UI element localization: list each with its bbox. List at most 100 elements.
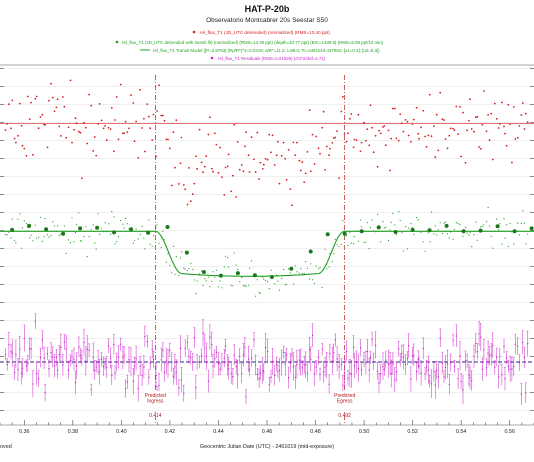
transit-fit-point (427, 232, 429, 234)
left-edge-label: oved (0, 444, 12, 450)
residual-point (411, 355, 414, 357)
ingress-label-box (144, 391, 167, 410)
transit-fit-point (120, 219, 122, 222)
detrended-point (392, 107, 394, 110)
transit-fit-point (143, 237, 145, 239)
residual-point (317, 356, 320, 359)
transit-fit-point (6, 234, 8, 236)
transit-fit-point (383, 227, 385, 229)
x-tick-label: 0.46 (262, 429, 273, 435)
residual-point (363, 359, 365, 361)
transit-fit-point (468, 234, 470, 236)
residual-point (441, 362, 444, 364)
residual-point (462, 389, 464, 391)
residual-point (394, 379, 396, 381)
transit-fit-point (525, 243, 527, 245)
detrended-point (123, 132, 125, 135)
transit-fit-point (235, 264, 237, 266)
detrended-point (490, 112, 493, 115)
left-edge-ticks (0, 68, 534, 411)
detrended-point (518, 125, 521, 127)
residual-point (284, 363, 286, 365)
transit-fit-point (141, 225, 143, 227)
ingress-annotation: Predicted Ingress 0.414 (144, 391, 167, 419)
detrended-point (460, 155, 462, 158)
detrended-point (128, 127, 130, 130)
detrended-point (244, 145, 246, 148)
transit-fit-point (67, 239, 70, 241)
transit-fit-point (301, 272, 303, 274)
transit-fit-point (228, 266, 230, 268)
residual-point (97, 361, 99, 364)
residual-point (39, 356, 42, 359)
residual-point (390, 373, 392, 375)
transit-fit-point (444, 221, 447, 223)
residual-point (211, 343, 213, 346)
residual-point (340, 363, 342, 366)
residual-point (310, 358, 312, 360)
transit-fit-point (101, 228, 103, 230)
residual-point (522, 341, 524, 344)
transit-fit-point (95, 248, 97, 250)
residual-point (376, 370, 379, 372)
transit-fit-point (113, 216, 115, 218)
residual-point (202, 332, 204, 334)
x-tick-label: 0.48 (310, 429, 321, 435)
transit-fit-point (184, 268, 186, 270)
residual-point (36, 372, 38, 375)
binned-point (359, 229, 364, 234)
detrended-point (219, 146, 222, 149)
residual-point (449, 362, 452, 364)
ingress-label-line: Ingress (147, 399, 164, 405)
transit-fit-point (237, 268, 239, 271)
detrended-point (404, 119, 407, 121)
residual-point (124, 388, 127, 390)
residual-point (95, 366, 97, 368)
binned-point (95, 225, 100, 230)
transit-fit-point (334, 238, 336, 240)
residual-point (195, 386, 197, 389)
residual-point (60, 346, 62, 349)
detrended-point (308, 109, 311, 111)
detrended-point (210, 167, 213, 170)
transit-fit-point (522, 210, 524, 212)
detrended-point (434, 156, 437, 159)
detrended-point (469, 98, 471, 101)
x-axis-ticks: 0.36 0.38 0.40 0.42 0.44 0.46 0.48 0.50 0.52 0.54… (0, 420, 534, 435)
transit-fit-point (190, 262, 192, 264)
detrended-point (406, 120, 409, 123)
residual-point (204, 347, 206, 349)
transit-fit-point (201, 270, 203, 272)
detrended-point (202, 171, 204, 174)
detrended-point (258, 178, 260, 180)
binned-point (308, 249, 313, 254)
residual-point (514, 343, 516, 346)
transit-fit-point (527, 233, 529, 235)
detrended-point (357, 113, 360, 116)
residual-point (311, 334, 314, 337)
detrended-point (342, 95, 344, 98)
transit-fit-point (459, 223, 461, 226)
transit-fit-point (212, 271, 214, 273)
detrended-point (441, 118, 444, 121)
residual-point (374, 344, 377, 346)
detrended-point (160, 114, 163, 117)
detrended-point (340, 110, 343, 113)
residual-point (349, 372, 351, 375)
x-tick-label: 0.40 (116, 429, 127, 435)
transit-fit-point (239, 281, 241, 283)
binned-point (342, 231, 347, 236)
binned-point (27, 223, 32, 228)
detrended-point (95, 154, 98, 157)
residual-point (15, 353, 17, 356)
transit-fit-point (296, 271, 298, 273)
transit-fit-point (85, 226, 87, 228)
residual-point (178, 387, 180, 389)
residual-point (160, 359, 162, 361)
detrended-point (503, 125, 505, 128)
detrended-point (468, 119, 470, 122)
transit-fit-point (149, 243, 151, 245)
residual-point (155, 374, 157, 376)
transit-fit-point (205, 280, 207, 282)
residual-point (122, 357, 124, 359)
